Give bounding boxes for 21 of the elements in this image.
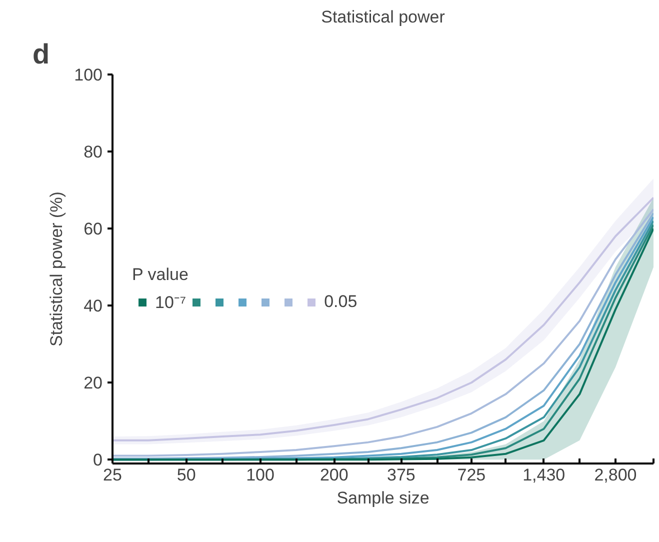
y-axis-title: Statistical power (%) xyxy=(47,192,66,346)
x-tick-label: 1,430 xyxy=(522,466,566,484)
legend-label: 0.05 xyxy=(324,292,358,312)
y-tick-label: 60 xyxy=(84,220,103,239)
y-tick-label: 20 xyxy=(84,374,103,393)
x-tick-label: 2,800 xyxy=(594,466,637,484)
legend-label: 10⁻⁷ xyxy=(155,292,186,313)
y-tick-label: 100 xyxy=(74,66,103,84)
y-tick-label: 40 xyxy=(84,296,103,316)
x-tick-label: 50 xyxy=(176,466,196,484)
y-tick-label: 0 xyxy=(93,450,103,470)
text: d xyxy=(32,38,50,70)
legend-title: P value xyxy=(132,265,190,285)
x-tick-label: 25 xyxy=(103,466,122,484)
chart-title: Statistical power xyxy=(321,8,446,26)
x-axis-title: Sample size xyxy=(336,488,430,508)
x-tick-label: 725 xyxy=(457,466,486,484)
y-tick-label: 80 xyxy=(84,142,103,162)
x-tick-label: 200 xyxy=(320,466,348,484)
x-tick-label: 375 xyxy=(386,466,416,484)
x-tick-label: 100 xyxy=(246,466,274,484)
